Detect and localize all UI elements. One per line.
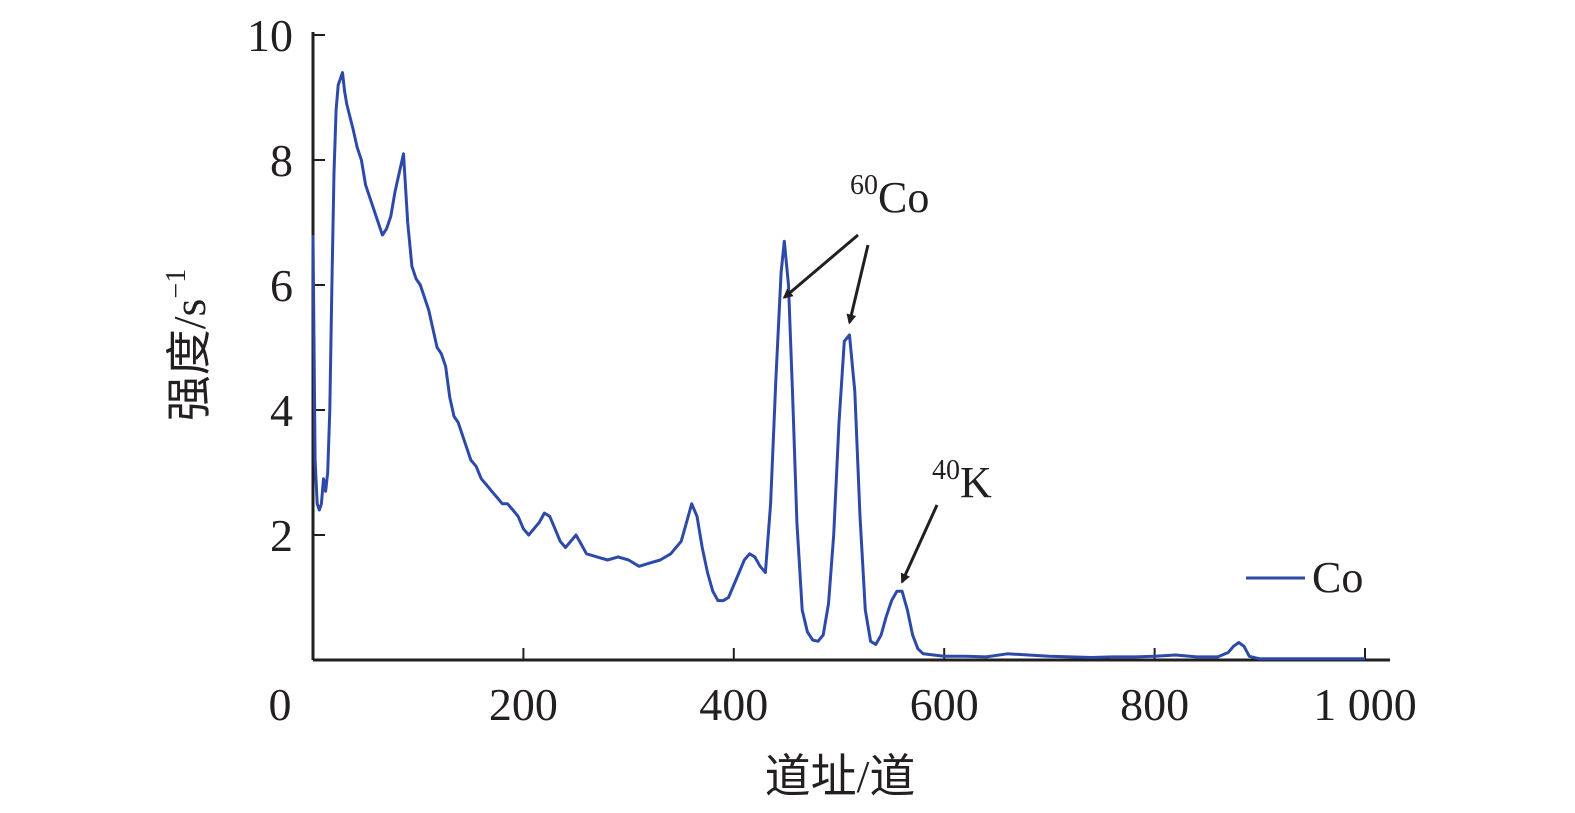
plot-area [311, 71, 1365, 661]
ticks: 0 200 400 600 800 1 000 2 4 6 8 10 [247, 10, 1417, 730]
y-tick-label: 4 [270, 385, 293, 436]
annotation-k40-text: K [960, 458, 992, 507]
annotation-k40-sup: 40 [932, 455, 960, 486]
x-tick-label: 0 [269, 679, 292, 730]
y-tick-label: 8 [270, 135, 293, 186]
annotation-arrow [782, 233, 859, 299]
legend-label: Co [1312, 553, 1363, 602]
x-tick-label: 200 [489, 679, 558, 730]
x-tick-label: 600 [910, 679, 979, 730]
y-tick-label: 2 [270, 510, 293, 561]
y-axis-title: 强度/s−1 [161, 269, 215, 421]
annotation-k40: 40K [932, 455, 992, 507]
y-axis-title-main: 强度/s [164, 299, 215, 422]
y-axis-title-sup: −1 [161, 269, 192, 299]
series-line [311, 71, 1365, 661]
x-axis-title: 道址/道 [765, 751, 916, 802]
x-tick-label: 800 [1120, 679, 1189, 730]
annotation-co60-text: Co [878, 173, 929, 222]
legend: Co [1246, 553, 1363, 602]
x-tick-label: 400 [699, 679, 768, 730]
y-tick-label: 6 [270, 260, 293, 311]
annotation-arrow [900, 504, 939, 584]
annotations: 60Co 40K [782, 170, 992, 584]
y-tick-label: 10 [247, 10, 293, 61]
annotation-arrow [846, 244, 870, 325]
annotation-co60: 60Co [850, 170, 929, 222]
annotation-co60-sup: 60 [850, 170, 878, 201]
x-tick-label: 1 000 [1313, 679, 1417, 730]
